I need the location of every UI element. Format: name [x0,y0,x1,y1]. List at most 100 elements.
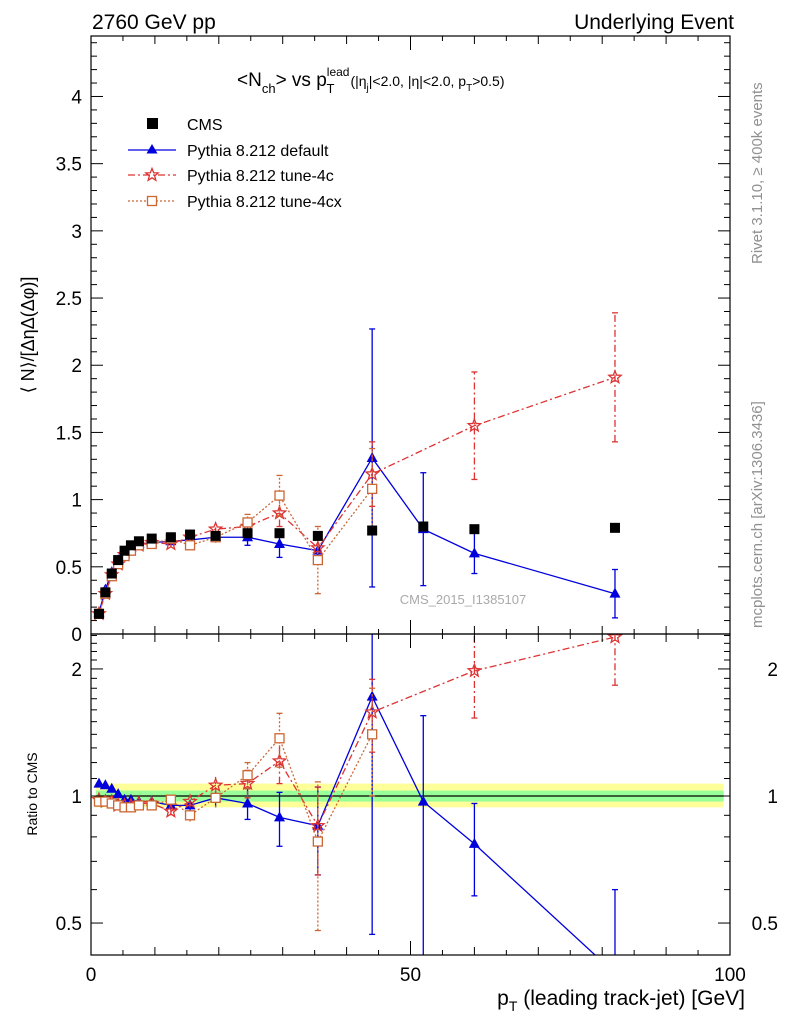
ratio-point-tune4c [239,775,256,791]
main-point-cms [100,587,111,598]
ratio-series-tune4cx [93,687,378,932]
main-point-cms [106,568,117,579]
main-point-tune4cx [274,490,285,501]
main-y-tick-label: 1 [71,491,82,512]
main-point-cms [609,522,620,533]
ratio-point-default [106,782,118,793]
ratio-y-axis-label: Ratio to CMS [24,752,40,835]
ratio-point-tune4c [207,777,224,793]
main-point-cms [312,530,323,541]
main-line-tune4cx [98,488,373,615]
main-point-default [274,537,286,548]
ratio-point-tune4cx [184,810,196,821]
ratio-y-tick-label: 0.5 [56,914,82,935]
ratio-point-tune4cx [312,836,323,847]
legend-marker-tune4c [144,166,160,182]
main-point-cms [165,532,176,543]
ratio-point-default [112,788,124,799]
ratio-series-tune4c [91,634,623,876]
ratio-point-default [93,777,105,788]
main-point-default [609,587,621,598]
main-y-tick-label: 3.5 [56,155,82,176]
legend-marker-default [146,144,158,154]
header-analysis-label: Underlying Event [574,11,734,34]
main-point-cms [210,530,221,541]
ratio-point-tune4c [182,793,198,809]
ratio-point-tune4c [466,662,483,678]
ratio-y-tick-label-right: 1 [767,787,778,808]
main-point-cms [469,524,480,535]
rivet-version-label: Rivet 3.1.10, ≥ 400k events [749,82,766,264]
ratio-point-tune4cx [165,794,177,805]
main-point-tune4cx [312,554,323,566]
main-point-cms [125,540,136,551]
main-point-tune4c [466,417,483,433]
main-point-cms [113,555,124,566]
main-y-tick-label: 3 [71,222,82,243]
panel-frames: 0 0.5 1 1.5 2 2.5 3 3.5 4 0 50 100 0.5 0.5 1 1 2 2 [56,35,778,986]
main-series-default [93,328,621,619]
ratio-line-default [98,695,597,955]
main-point-tune4cx [367,483,378,495]
ratio-point-default [242,797,254,808]
main-point-cms [146,533,157,544]
legend-label-tune4cx: Pythia 8.212 tune-4cx [187,194,342,211]
ratio-point-default [274,811,286,822]
main-point-cms [367,525,378,536]
main-point-cms [133,536,144,547]
main-y-tick-label: 0 [71,625,82,646]
main-y-tick-label: 4 [71,87,82,108]
ratio-point-tune4c [271,752,288,768]
legend-marker-tune4cx [146,195,158,207]
ratio-y-tick-label: 2 [71,660,82,681]
ratio-point-tune4cx [210,792,221,803]
main-point-cms [93,608,104,619]
main-point-tune4cx [242,517,253,528]
ratio-point-default [417,795,429,806]
ratio-point-default [468,837,480,848]
main-series-cms [93,521,620,619]
main-point-cms [119,545,130,556]
main-point-tune4c [607,369,623,385]
main-point-cms [274,528,285,539]
main-point-cms [418,521,429,532]
header-energy-label: 2760 GeV pp [92,11,216,34]
main-line-default [98,456,616,613]
x-tick-label: 0 [86,965,97,986]
ratio-y-tick-label-right: 2 [767,660,778,681]
legend-label-default: Pythia 8.212 default [187,143,329,160]
x-axis-label: pT (leading track-jet) [GeV] [497,987,745,1014]
x-tick-label: 100 [714,965,746,986]
legend: CMS Pythia 8.212 default Pythia 8.212 tu… [128,117,342,211]
analysis-watermark: CMS_2015_I1385107 [400,592,527,607]
main-point-default [468,547,480,558]
ratio-point-tune4cx [242,770,253,781]
main-line-tune4c [98,376,616,615]
ratio-point-default [99,779,111,790]
main-point-cms [185,529,196,540]
main-y-tick-label: 0.5 [56,558,82,579]
main-y-tick-label: 2.5 [56,289,82,310]
ratio-point-tune4cx [133,800,145,811]
ratio-point-tune4cx [274,733,285,744]
x-tick-label: 50 [400,965,421,986]
ratio-panel [91,634,724,955]
legend-marker-cms [147,118,158,129]
main-panel [91,312,623,621]
mcplots-reference-label: mcplots.cern.ch [arXiv:1306.3436] [749,401,766,628]
ratio-point-tune4c [162,802,179,818]
main-point-cms [242,528,253,539]
main-y-tick-label: 1.5 [56,423,82,444]
main-y-axis-label: ⟨ N⟩/[ΔηΔ(Δφ)] [18,277,38,394]
main-point-tune4cx [184,540,196,551]
ratio-point-tune4cx [367,729,378,740]
main-series-tune4cx [93,447,378,619]
ratio-point-tune4c [607,634,623,644]
ratio-y-tick-label-right: 0.5 [752,914,778,935]
ratio-point-tune4cx [146,800,157,811]
legend-label-cms: CMS [187,117,223,134]
chart-title: <Nch> vs plead T (|ηj|<2.0, |η|<2.0, pT>0.… [237,65,505,96]
main-point-tune4c [309,539,326,555]
legend-label-tune4c: Pythia 8.212 tune-4c [187,168,334,185]
